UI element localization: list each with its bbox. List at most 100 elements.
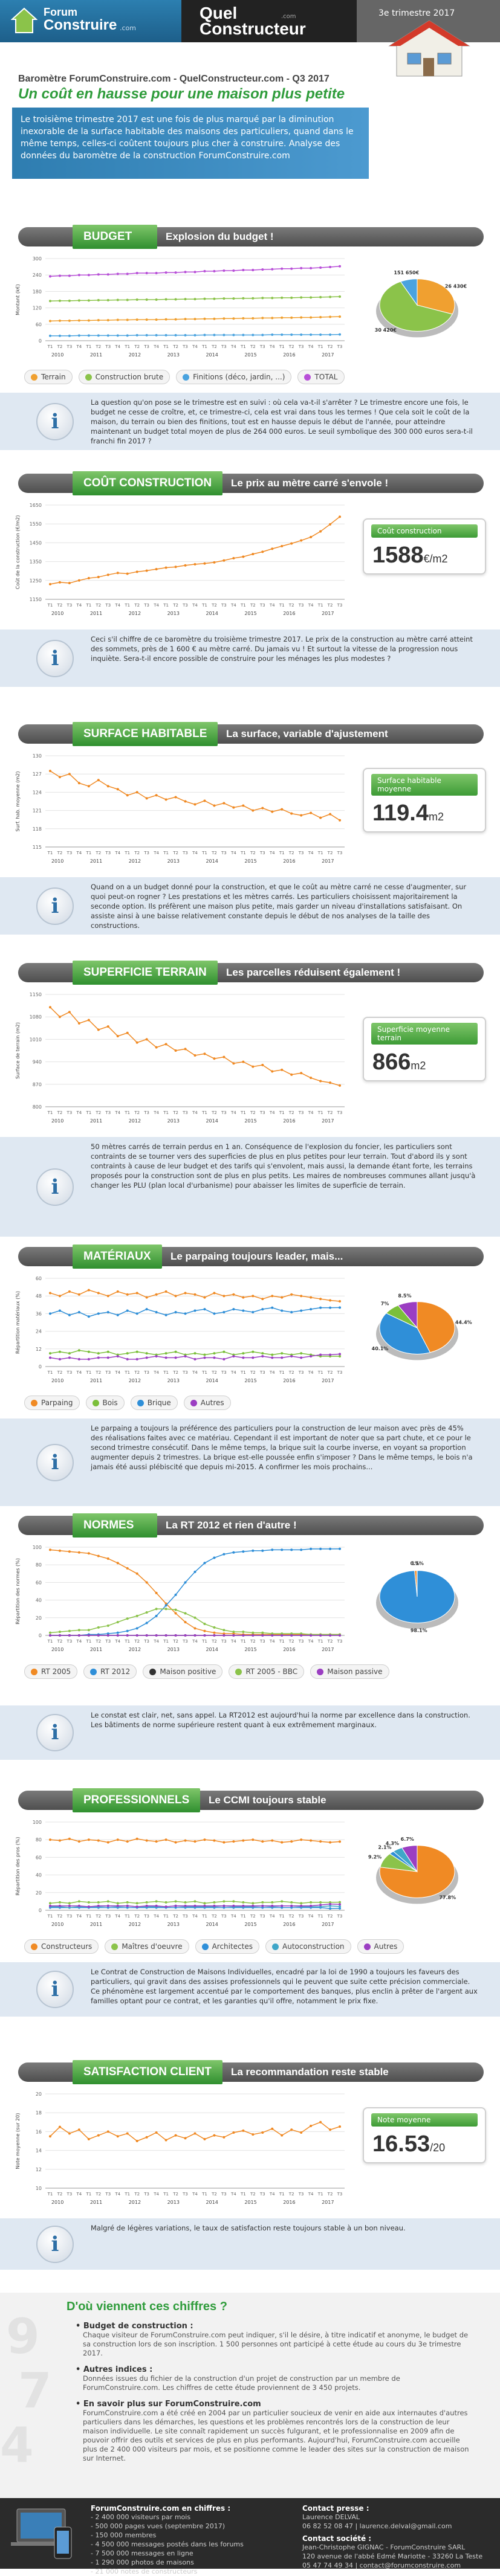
data-point [290,1293,293,1296]
data-point [97,299,100,301]
x-tick-label: T3 [298,851,304,855]
data-point [136,298,138,301]
data-point [117,1838,119,1841]
data-point [252,1902,254,1904]
data-point [136,1358,138,1360]
section-subtitle: Le CCMI toujours stable [209,1794,326,1806]
data-point [339,333,341,336]
kpi-unit: m2 [429,811,444,823]
data-point [175,565,177,568]
data-point [165,567,167,569]
data-point [126,1905,129,1907]
data-point [175,318,177,321]
data-point [155,794,158,796]
x-year-label: 2015 [244,1118,256,1124]
x-tick-label: T1 [279,344,285,349]
y-tick-label: 0 [39,1908,42,1913]
data-point [107,1311,109,1313]
x-year-label: 2015 [244,1378,256,1383]
legend-label: Terrain [41,373,66,381]
data-point [117,334,119,336]
data-point [232,1551,235,1554]
x-tick-label: T2 [327,344,333,349]
x-year-label: 2013 [167,2200,180,2205]
data-point [184,2137,187,2139]
data-point [175,1049,177,1052]
legend-item: RT 2005 - BBC [229,1664,304,1679]
data-point [175,1609,177,1611]
quelconstructeur-logo[interactable]: Quel Constructeur .com [200,4,339,39]
data-point [126,298,129,301]
x-tick-label: T2 [211,851,217,855]
x-tick-label: T3 [298,603,304,608]
data-point [78,1022,80,1025]
data-point [155,1905,158,1907]
data-point [117,1905,119,1907]
y-tick-label: 1010 [30,1037,42,1042]
x-tick-label: T1 [85,1110,91,1115]
chiffres-item-head: • Budget de construction : [76,2322,475,2331]
svg-text:7: 7 [18,2363,52,2419]
x-tick-label: T2 [211,1914,217,1919]
x-year-label: 2011 [90,1647,102,1652]
data-point [300,1295,302,1297]
data-point [146,1901,148,1904]
x-tick-label: T3 [143,1914,149,1919]
data-point [165,1356,167,1359]
data-point [126,794,129,796]
y-axis-label: Répartition des pros (%) [15,1837,21,1896]
data-point [68,1902,71,1904]
data-point [136,2140,138,2142]
x-tick-label: T1 [279,1639,285,1644]
data-point [49,1634,51,1637]
data-point [222,559,225,562]
info-icon: i [36,1971,74,2008]
data-point [222,1351,225,1353]
data-point [59,1631,61,1633]
data-point [271,1905,273,1907]
legend-item: RT 2005 [24,1664,77,1679]
data-point [117,1290,119,1293]
data-point [213,1626,215,1629]
data-point [310,1634,312,1637]
legend-swatch [31,1669,37,1675]
section-tag: COÛT CONSTRUCTION [73,471,222,495]
kpi-label: Note moyenne [371,2113,478,2127]
legend-label: RT 2005 - BBC [245,1667,297,1676]
data-point [252,1905,254,1907]
data-point [261,550,264,553]
data-point [203,1623,206,1625]
data-point [117,1035,119,1037]
data-point [78,319,80,321]
info-text: Le Contrat de Construction de Maisons In… [91,1967,478,2006]
y-tick-label: 60 [36,1580,42,1585]
data-point [126,319,129,321]
x-tick-label: T4 [269,603,275,608]
data-point [203,318,206,320]
data-point [310,1077,312,1079]
data-point [68,1550,71,1553]
legend-swatch [31,374,37,381]
section-subtitle: Le parpaing toujours leader, mais... [170,1251,343,1263]
data-point [175,2134,177,2137]
data-point [232,1905,235,1907]
y-axis-label: Répartition des normes (%) [15,1558,21,1624]
pie-chart: 98.1%1%0.1% [357,1545,478,1648]
data-point [155,568,158,570]
press-contact[interactable]: 06 82 52 08 47 | laurence.delval@gmail.c… [302,2522,496,2531]
y-axis-label: Répartition matériaux (%) [15,1291,21,1354]
data-point [203,270,206,272]
x-year-label: 2012 [129,858,141,864]
forumconstruire-logo[interactable]: Forum Construire .com [11,6,168,36]
data-point [88,577,90,579]
data-point [68,1356,71,1359]
y-tick-label: 0 [39,1633,42,1638]
data-point [155,1608,158,1610]
data-point [261,1905,264,1907]
x-year-label: 2011 [90,611,102,616]
data-point [261,1064,264,1066]
data-point [232,1634,235,1637]
data-point [232,269,235,272]
x-tick-label: T2 [250,344,256,349]
